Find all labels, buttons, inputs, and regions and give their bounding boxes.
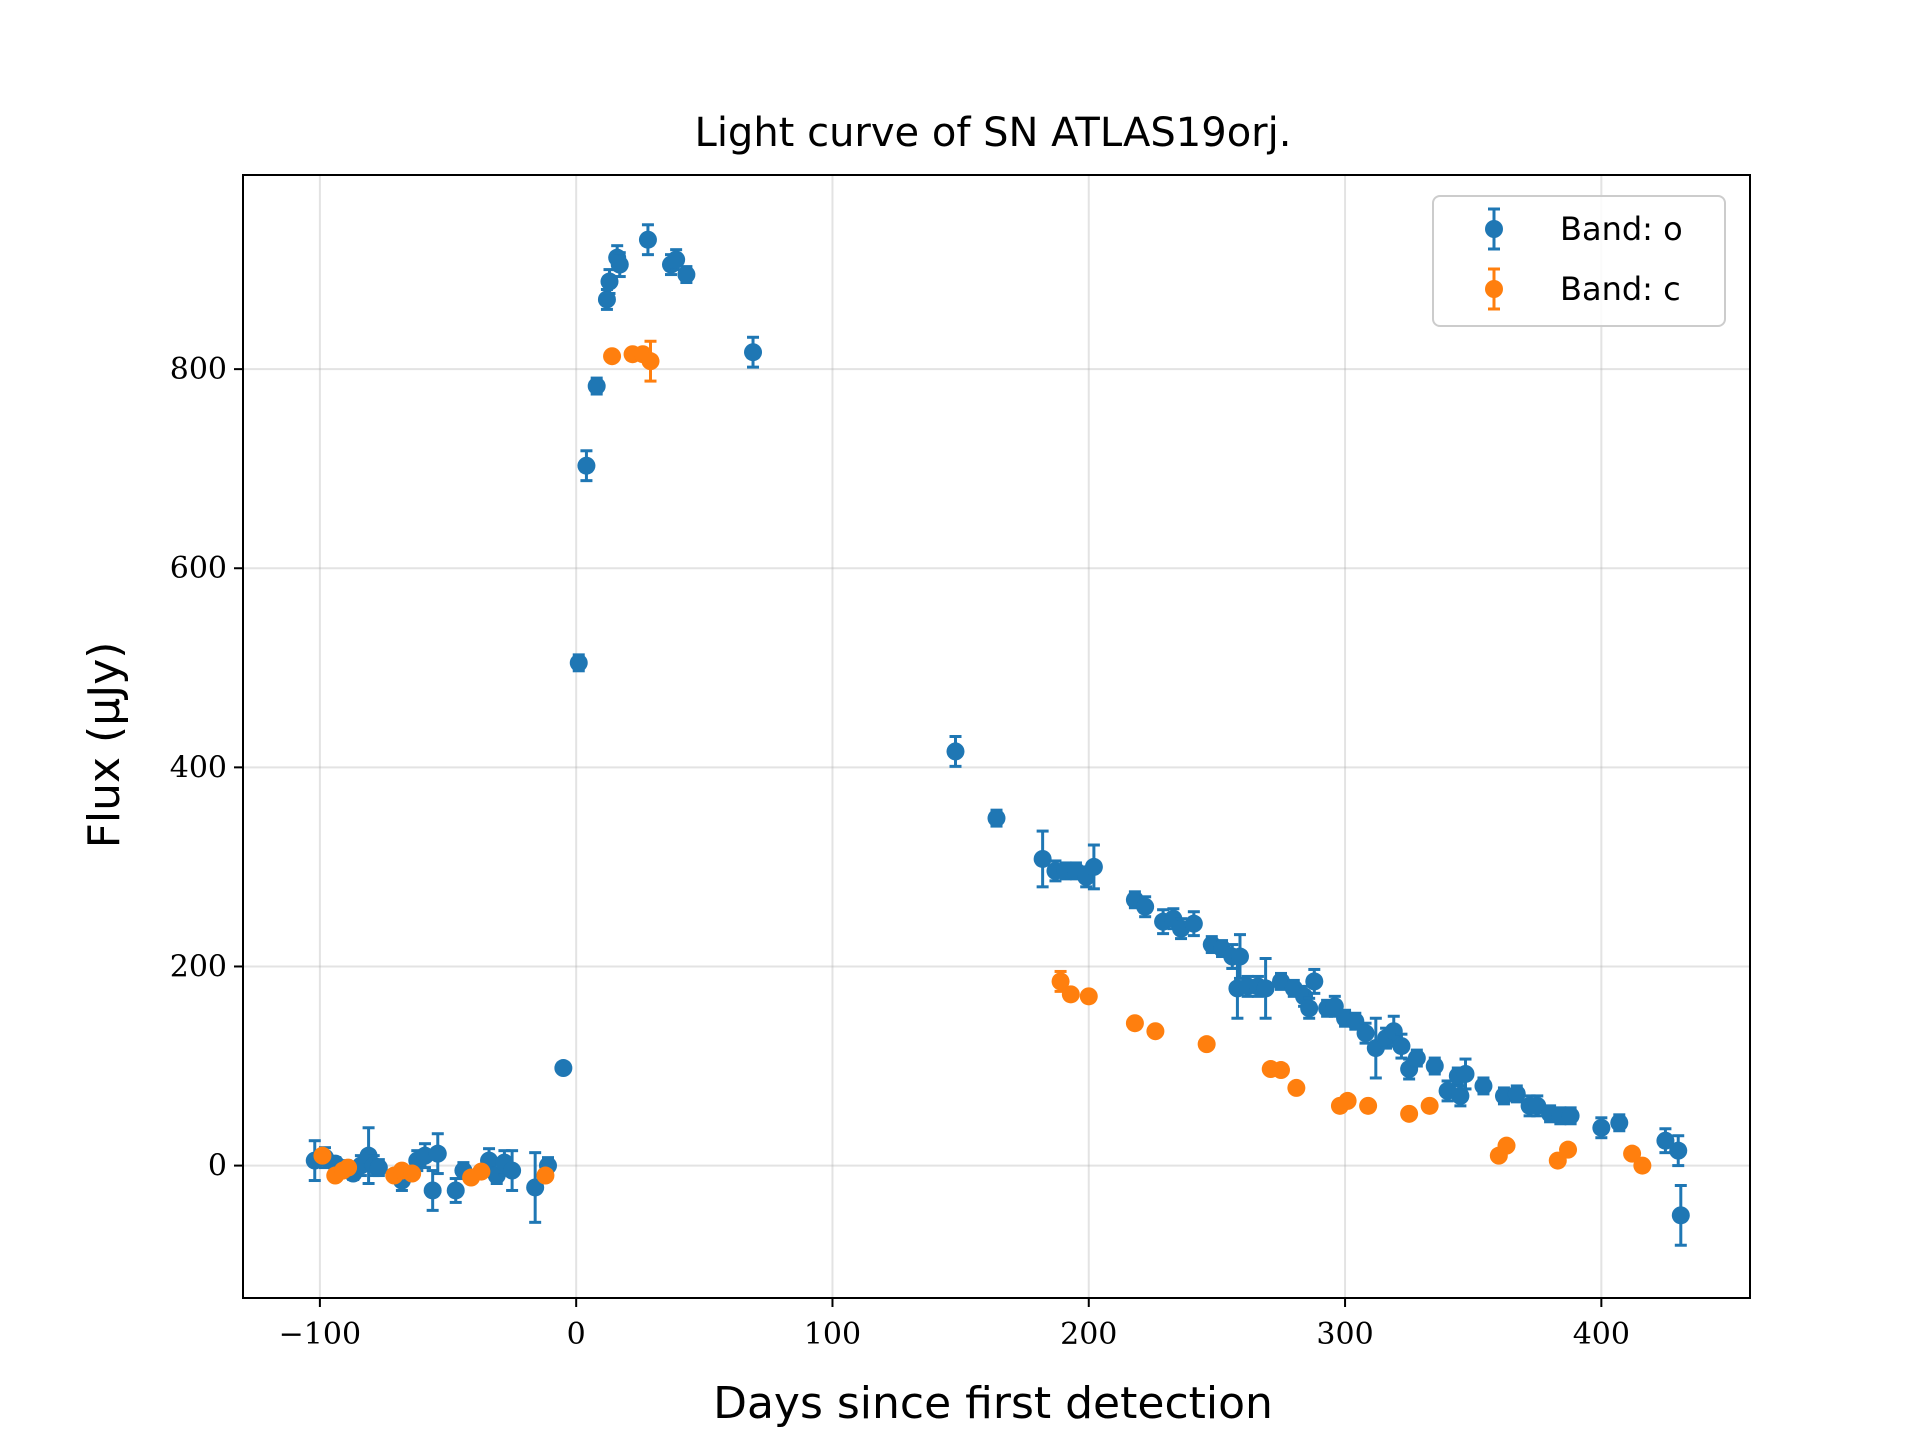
data-point (1079, 987, 1098, 1006)
data-point (536, 1166, 555, 1185)
data-point (1051, 972, 1070, 991)
data-point (638, 230, 657, 249)
data-point (313, 1146, 332, 1165)
data-point (1497, 1136, 1516, 1155)
legend-entries: Band: o Band: c (1485, 207, 1683, 311)
data-point (1256, 979, 1275, 998)
data-point (369, 1158, 388, 1177)
plot-frame (242, 174, 1751, 1299)
y-tick-label: 0 (208, 1149, 227, 1184)
data-point (1420, 1096, 1439, 1115)
data-point (1359, 1096, 1378, 1115)
data-point (1656, 1131, 1675, 1150)
data-point (1671, 1206, 1690, 1225)
data-point (1033, 849, 1052, 868)
data-point (1230, 947, 1249, 966)
data-point (946, 742, 965, 761)
y-tick-label: 600 (170, 551, 227, 586)
data-point (472, 1162, 491, 1181)
data-point (1146, 1022, 1165, 1041)
data-point (1356, 1024, 1375, 1043)
data-point (428, 1144, 447, 1163)
data-point (1425, 1057, 1444, 1076)
x-tick-label: 200 (1060, 1317, 1117, 1352)
legend-box (1432, 195, 1726, 327)
data-point (577, 456, 596, 475)
data-point (403, 1164, 422, 1183)
chart-title: Light curve of SN ATLAS19orj. (695, 110, 1292, 156)
data-layer (305, 223, 1690, 1247)
data-point (1305, 972, 1324, 991)
data-point (1561, 1106, 1580, 1125)
data-point (487, 1166, 506, 1185)
grid-layer (243, 175, 1750, 1298)
series-band-c (313, 339, 1652, 1187)
data-point (744, 343, 763, 362)
data-point (1136, 897, 1155, 916)
data-point (603, 347, 622, 366)
data-point (1271, 1061, 1290, 1080)
legend-marker (1485, 280, 1503, 298)
legend: Band: o Band: c (1432, 195, 1726, 327)
data-point (1125, 1014, 1144, 1033)
data-point (1338, 1091, 1357, 1110)
data-point (1559, 1140, 1578, 1159)
data-point (1507, 1084, 1526, 1103)
x-tick-label: 400 (1573, 1317, 1630, 1352)
data-point (1300, 999, 1319, 1018)
data-point (1392, 1037, 1411, 1056)
y-axis-label: Flux (μJy) (79, 642, 130, 849)
data-point (1061, 985, 1080, 1004)
series-band-o (305, 223, 1690, 1247)
tick-layer: −100 0 100 200 300 400 0 200 400 600 800 (170, 352, 1630, 1352)
data-point (1623, 1144, 1642, 1163)
data-point (667, 250, 686, 269)
data-point (446, 1181, 465, 1200)
data-point (526, 1178, 545, 1197)
data-point (1610, 1113, 1629, 1132)
data-point (569, 653, 588, 672)
data-point (1474, 1076, 1493, 1095)
legend-marker (1485, 220, 1503, 238)
data-point (1633, 1156, 1652, 1175)
data-point (1197, 1035, 1216, 1054)
data-point (554, 1059, 573, 1078)
data-point (610, 255, 629, 274)
data-point (1592, 1118, 1611, 1137)
data-point (641, 352, 660, 371)
y-tick-label: 400 (170, 750, 227, 785)
data-point (1287, 1078, 1306, 1097)
y-tick-label: 200 (170, 949, 227, 984)
data-point (1407, 1049, 1426, 1068)
legend-label: Band: c (1560, 270, 1681, 308)
data-point (1346, 1012, 1365, 1031)
data-point (587, 377, 606, 396)
x-tick-label: 300 (1316, 1317, 1373, 1352)
data-point (1384, 1022, 1403, 1041)
data-point (1400, 1104, 1419, 1123)
data-point (1669, 1141, 1688, 1160)
x-tick-label: 0 (567, 1317, 586, 1352)
x-axis-label: Days since first detection (713, 1378, 1273, 1429)
data-point (1451, 1086, 1470, 1105)
legend-label: Band: o (1560, 210, 1683, 248)
data-point (677, 265, 696, 284)
data-point (1184, 914, 1203, 933)
x-tick-label: −100 (279, 1317, 361, 1352)
data-point (1528, 1096, 1547, 1115)
data-point (339, 1158, 358, 1177)
data-point (1084, 857, 1103, 876)
data-point (1456, 1064, 1475, 1083)
data-point (503, 1161, 522, 1180)
x-tick-label: 100 (804, 1317, 861, 1352)
y-tick-label: 800 (170, 352, 227, 387)
data-point (423, 1181, 442, 1200)
data-point (987, 809, 1006, 828)
